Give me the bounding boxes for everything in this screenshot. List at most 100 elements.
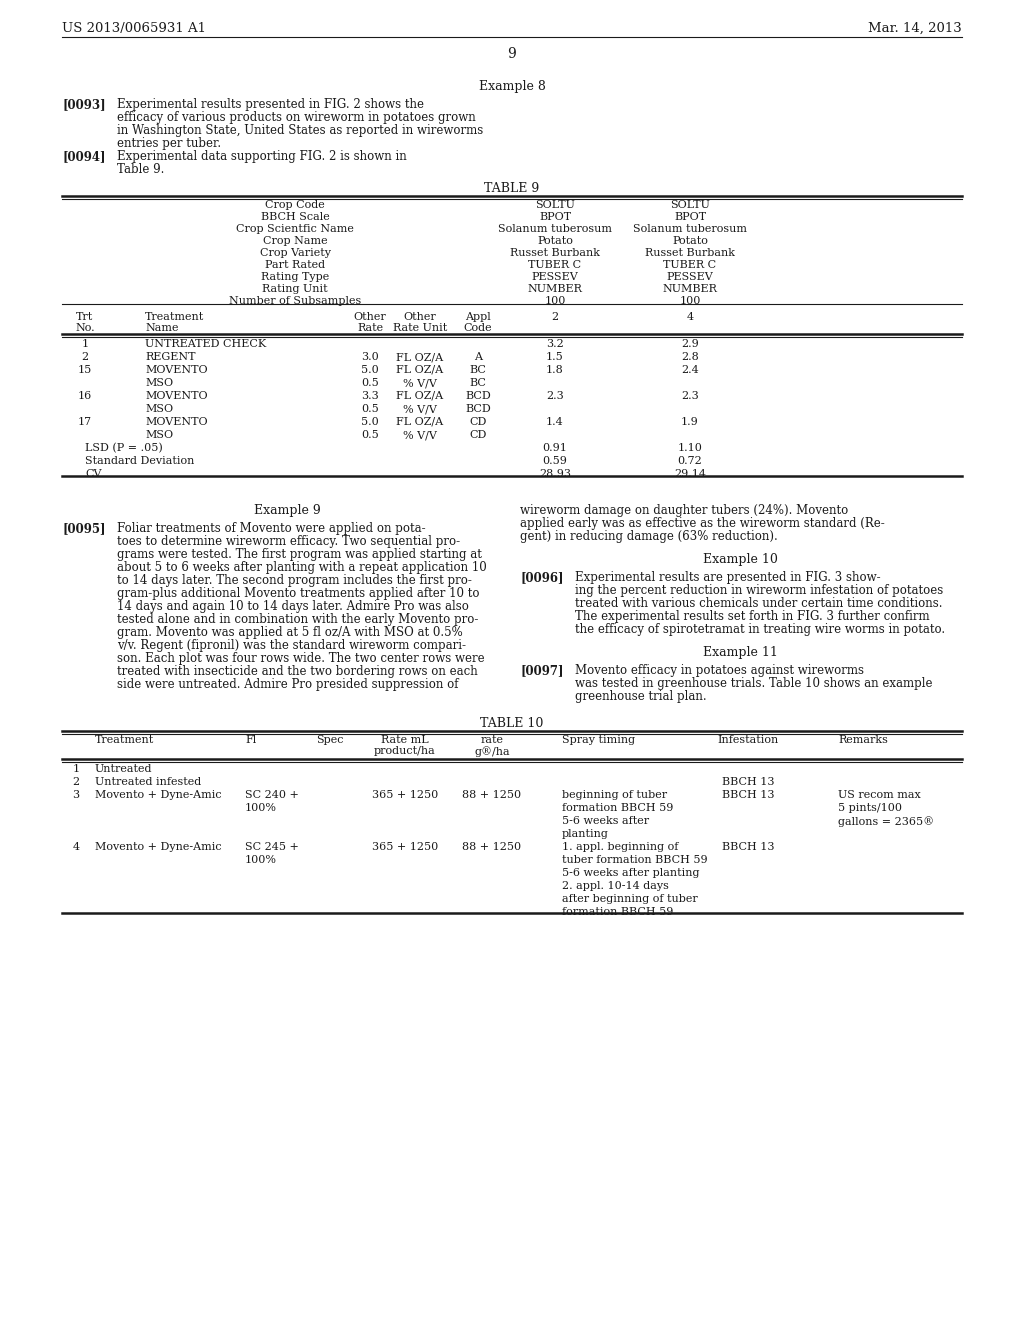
- Text: 16: 16: [78, 391, 92, 401]
- Text: wireworm damage on daughter tubers (24%). Movento: wireworm damage on daughter tubers (24%)…: [520, 504, 848, 517]
- Text: Example 9: Example 9: [254, 504, 321, 517]
- Text: 1: 1: [82, 339, 88, 348]
- Text: MOVENTO: MOVENTO: [145, 391, 208, 401]
- Text: 5.0: 5.0: [361, 417, 379, 426]
- Text: MOVENTO: MOVENTO: [145, 366, 208, 375]
- Text: No.: No.: [75, 323, 95, 333]
- Text: Experimental results presented in FIG. 2 shows the: Experimental results presented in FIG. 2…: [117, 98, 424, 111]
- Text: BPOT: BPOT: [674, 213, 707, 222]
- Text: Untreated: Untreated: [95, 764, 153, 774]
- Text: Standard Deviation: Standard Deviation: [85, 455, 195, 466]
- Text: SC 240 +: SC 240 +: [245, 789, 299, 800]
- Text: 4: 4: [73, 842, 80, 851]
- Text: 5-6 weeks after: 5-6 weeks after: [562, 816, 649, 826]
- Text: SC 245 +: SC 245 +: [245, 842, 299, 851]
- Text: Rate Unit: Rate Unit: [393, 323, 447, 333]
- Text: was tested in greenhouse trials. Table 10 shows an example: was tested in greenhouse trials. Table 1…: [575, 677, 933, 690]
- Text: [0097]: [0097]: [520, 664, 563, 677]
- Text: 3.3: 3.3: [361, 391, 379, 401]
- Text: to 14 days later. The second program includes the first pro-: to 14 days later. The second program inc…: [117, 574, 472, 587]
- Text: 1: 1: [73, 764, 80, 774]
- Text: 1.8: 1.8: [546, 366, 564, 375]
- Text: Number of Subsamples: Number of Subsamples: [229, 296, 361, 306]
- Text: Rating Unit: Rating Unit: [262, 284, 328, 294]
- Text: v/v. Regent (fipronil) was the standard wireworm compari-: v/v. Regent (fipronil) was the standard …: [117, 639, 466, 652]
- Text: efficacy of various products on wireworm in potatoes grown: efficacy of various products on wireworm…: [117, 111, 476, 124]
- Text: MSO: MSO: [145, 404, 173, 414]
- Text: 2.9: 2.9: [681, 339, 698, 348]
- Text: 2.3: 2.3: [681, 391, 698, 401]
- Text: 0.5: 0.5: [361, 404, 379, 414]
- Text: 2.3: 2.3: [546, 391, 564, 401]
- Text: SOLTU: SOLTU: [670, 201, 710, 210]
- Text: Movento + Dyne-Amic: Movento + Dyne-Amic: [95, 842, 221, 851]
- Text: Potato: Potato: [537, 236, 573, 246]
- Text: 100%: 100%: [245, 803, 278, 813]
- Text: Other: Other: [403, 312, 436, 322]
- Text: Experimental data supporting FIG. 2 is shown in: Experimental data supporting FIG. 2 is s…: [117, 150, 407, 162]
- Text: MSO: MSO: [145, 430, 173, 440]
- Text: beginning of tuber: beginning of tuber: [562, 789, 667, 800]
- Text: Movento + Dyne-Amic: Movento + Dyne-Amic: [95, 789, 221, 800]
- Text: Mar. 14, 2013: Mar. 14, 2013: [868, 22, 962, 36]
- Text: Rate mL: Rate mL: [381, 735, 429, 744]
- Text: [0094]: [0094]: [62, 150, 105, 162]
- Text: % V/V: % V/V: [403, 378, 437, 388]
- Text: 0.59: 0.59: [543, 455, 567, 466]
- Text: 2.8: 2.8: [681, 352, 698, 362]
- Text: 2: 2: [82, 352, 88, 362]
- Text: formation BBCH 59: formation BBCH 59: [562, 803, 674, 813]
- Text: 100%: 100%: [245, 855, 278, 865]
- Text: Treatment: Treatment: [95, 735, 155, 744]
- Text: BBCH 13: BBCH 13: [722, 789, 774, 800]
- Text: Crop Scientfic Name: Crop Scientfic Name: [237, 224, 354, 234]
- Text: Crop Name: Crop Name: [263, 236, 328, 246]
- Text: side were untreated. Admire Pro presided suppression of: side were untreated. Admire Pro presided…: [117, 678, 459, 690]
- Text: 2: 2: [552, 312, 558, 322]
- Text: BPOT: BPOT: [539, 213, 571, 222]
- Text: 29.14: 29.14: [674, 469, 706, 479]
- Text: % V/V: % V/V: [403, 430, 437, 440]
- Text: Part Rated: Part Rated: [265, 260, 325, 271]
- Text: gram. Movento was applied at 5 fl oz/A with MSO at 0.5%: gram. Movento was applied at 5 fl oz/A w…: [117, 626, 463, 639]
- Text: treated with various chemicals under certain time conditions.: treated with various chemicals under cer…: [575, 597, 942, 610]
- Text: 0.5: 0.5: [361, 378, 379, 388]
- Text: FL OZ/A: FL OZ/A: [396, 352, 443, 362]
- Text: Remarks: Remarks: [838, 735, 888, 744]
- Text: PESSEV: PESSEV: [667, 272, 714, 282]
- Text: gallons = 2365®: gallons = 2365®: [838, 816, 934, 826]
- Text: 5-6 weeks after planting: 5-6 weeks after planting: [562, 869, 699, 878]
- Text: 14 days and again 10 to 14 days later. Admire Pro was also: 14 days and again 10 to 14 days later. A…: [117, 601, 469, 612]
- Text: gram-plus additional Movento treatments applied after 10 to: gram-plus additional Movento treatments …: [117, 587, 479, 601]
- Text: US 2013/0065931 A1: US 2013/0065931 A1: [62, 22, 206, 36]
- Text: BBCH 13: BBCH 13: [722, 777, 774, 787]
- Text: formation BBCH 59: formation BBCH 59: [562, 907, 674, 917]
- Text: 1. appl. beginning of: 1. appl. beginning of: [562, 842, 678, 851]
- Text: 3.0: 3.0: [361, 352, 379, 362]
- Text: planting: planting: [562, 829, 609, 840]
- Text: Other: Other: [353, 312, 386, 322]
- Text: SOLTU: SOLTU: [536, 201, 574, 210]
- Text: FL OZ/A: FL OZ/A: [396, 417, 443, 426]
- Text: LSD (P = .05): LSD (P = .05): [85, 444, 163, 453]
- Text: Infestation: Infestation: [718, 735, 778, 744]
- Text: Foliar treatments of Movento were applied on pota-: Foliar treatments of Movento were applie…: [117, 521, 426, 535]
- Text: greenhouse trial plan.: greenhouse trial plan.: [575, 690, 707, 704]
- Text: Spec: Spec: [316, 735, 344, 744]
- Text: 5.0: 5.0: [361, 366, 379, 375]
- Text: 4: 4: [686, 312, 693, 322]
- Text: [0093]: [0093]: [62, 98, 105, 111]
- Text: gent) in reducing damage (63% reduction).: gent) in reducing damage (63% reduction)…: [520, 531, 778, 543]
- Text: 100: 100: [679, 296, 700, 306]
- Text: US recom max: US recom max: [838, 789, 921, 800]
- Text: Movento efficacy in potatoes against wireworms: Movento efficacy in potatoes against wir…: [575, 664, 864, 677]
- Text: Crop Variety: Crop Variety: [259, 248, 331, 257]
- Text: 0.91: 0.91: [543, 444, 567, 453]
- Text: Treatment: Treatment: [145, 312, 204, 322]
- Text: 88 + 1250: 88 + 1250: [463, 789, 521, 800]
- Text: Untreated infested: Untreated infested: [95, 777, 202, 787]
- Text: REGENT: REGENT: [145, 352, 196, 362]
- Text: Solanum tuberosum: Solanum tuberosum: [633, 224, 746, 234]
- Text: % V/V: % V/V: [403, 404, 437, 414]
- Text: UNTREATED CHECK: UNTREATED CHECK: [145, 339, 266, 348]
